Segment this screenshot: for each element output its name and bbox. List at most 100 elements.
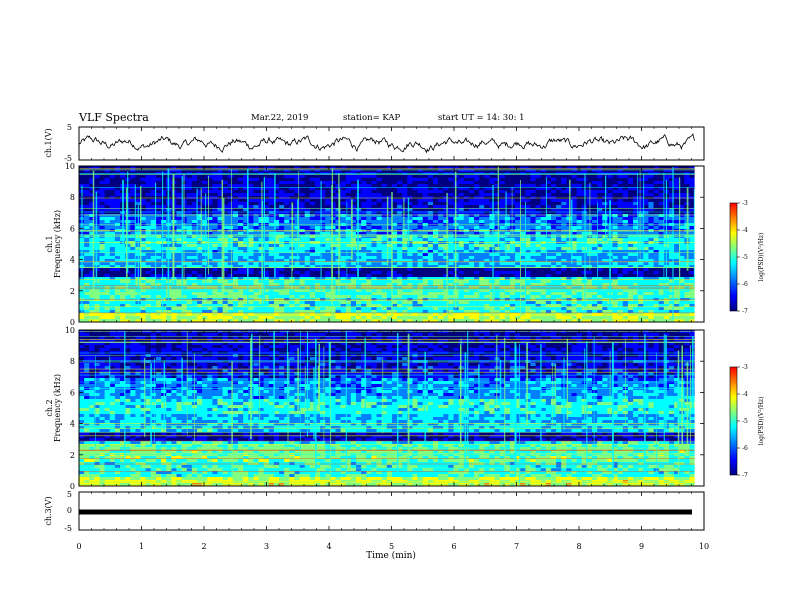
spec-cell	[243, 301, 249, 305]
spec-cell	[191, 283, 198, 287]
spec-cell	[140, 292, 147, 296]
spec-cell	[314, 169, 321, 173]
spec-cell	[89, 307, 95, 311]
spec-cell	[238, 229, 244, 233]
spec-cell	[202, 247, 208, 251]
spec-cell	[432, 265, 439, 269]
spec-cell	[217, 217, 224, 221]
spec-cell	[545, 301, 552, 305]
spec-cell	[366, 286, 372, 290]
spec-cell	[212, 289, 218, 293]
spec-cell	[432, 286, 439, 290]
spec-cell	[273, 256, 280, 260]
spec-cell	[556, 268, 562, 272]
spec-cell	[504, 187, 511, 191]
spec-cell	[520, 259, 526, 263]
spec-cell	[191, 286, 198, 290]
spec-cell	[94, 166, 100, 170]
spec-cell	[494, 205, 501, 209]
spec-cell	[150, 226, 157, 230]
spec-cell	[186, 220, 193, 224]
spec-cell	[556, 310, 562, 314]
spec-cell	[489, 271, 495, 275]
spec-cell	[314, 280, 321, 284]
start-time-label: start UT = 14: 30: 1	[438, 113, 525, 123]
spec-cell	[340, 244, 347, 248]
spec-cell	[140, 280, 147, 284]
spec-cell	[361, 256, 367, 260]
spec-cell	[155, 319, 162, 323]
spec-cell	[386, 211, 393, 215]
spec-cell	[489, 280, 495, 284]
spec-cell	[304, 211, 311, 215]
spec-cell	[222, 250, 229, 254]
spec-cell	[371, 211, 377, 215]
spec-cell	[443, 268, 449, 272]
spec-cell	[458, 259, 465, 263]
spec-cell	[248, 244, 254, 248]
spec-cell	[279, 205, 285, 209]
spec-cell	[309, 202, 316, 206]
spec-cell	[509, 259, 516, 263]
spec-cell	[509, 253, 516, 257]
spec-cell	[150, 286, 157, 290]
spec-cell	[166, 313, 172, 317]
spec-cell	[494, 301, 501, 305]
spec-cell	[345, 259, 352, 263]
spec-cell	[545, 202, 552, 206]
spec-cell	[540, 193, 547, 197]
spec-cell	[520, 217, 526, 221]
spec-cell	[263, 304, 270, 308]
spec-cell	[371, 304, 377, 308]
spec-cell	[114, 277, 121, 281]
spec-cell	[79, 166, 85, 170]
spec-cell	[391, 208, 398, 212]
spec-cell	[366, 262, 372, 266]
spec-cell	[468, 214, 475, 218]
spec-cell	[94, 169, 100, 173]
spec-cell	[412, 274, 418, 278]
spec-cell	[412, 166, 418, 170]
spec-cell	[79, 319, 85, 323]
spec-cell	[202, 307, 208, 311]
spec-cell	[509, 265, 516, 269]
spec-cell	[556, 253, 562, 257]
spec-cell	[238, 280, 244, 284]
spec-cell	[279, 166, 285, 170]
spec-cell	[284, 310, 290, 314]
spec-cell	[212, 193, 218, 197]
spec-cell	[386, 190, 393, 194]
spec-cell	[130, 229, 136, 233]
spec-cell	[176, 190, 182, 194]
spec-cell	[294, 289, 300, 293]
spec-cell	[294, 286, 300, 290]
spec-cell	[104, 295, 111, 299]
spec-cell	[104, 310, 111, 314]
spec-cell	[114, 292, 121, 296]
spec-cell	[489, 184, 495, 188]
spec-cell	[509, 304, 516, 308]
spec-cell	[99, 289, 106, 293]
spec-cell	[94, 265, 100, 269]
spec-cell	[207, 250, 213, 254]
spec-cell	[417, 184, 424, 188]
spec-cell	[238, 178, 244, 182]
spec-cell	[212, 199, 218, 203]
spec-cell	[499, 253, 506, 257]
spec-cell	[438, 202, 444, 206]
spec-cell	[345, 190, 352, 194]
spec-cell	[222, 181, 229, 185]
spec-cell	[309, 205, 316, 209]
spec-cell	[207, 265, 213, 269]
spec-cell	[525, 232, 531, 236]
spec-cell	[520, 205, 526, 209]
spec-cell	[350, 253, 357, 257]
spec-cell	[325, 307, 331, 311]
spec-cell	[181, 289, 188, 293]
spec-cell	[371, 250, 377, 254]
spec-cell	[545, 310, 552, 314]
spec-cell	[89, 304, 95, 308]
spec-cell	[422, 295, 429, 299]
spec-cell	[314, 259, 321, 263]
